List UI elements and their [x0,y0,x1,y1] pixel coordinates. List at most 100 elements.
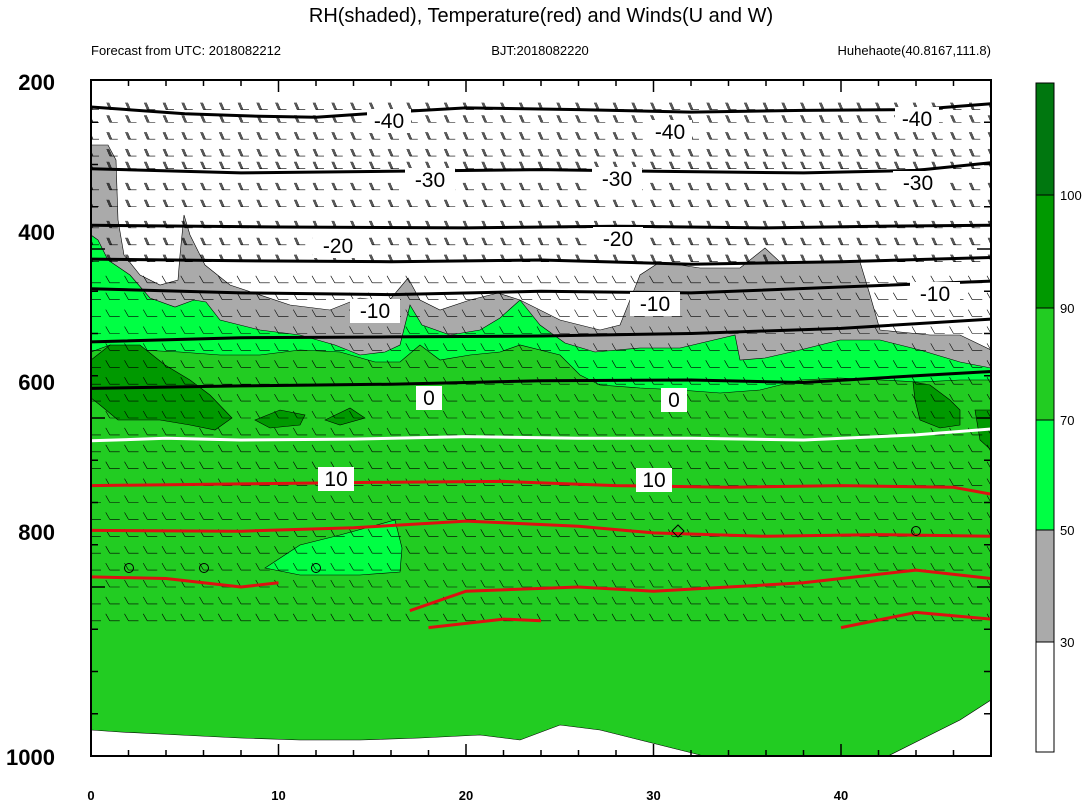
wind-barb [686,461,701,469]
wind-barb [274,393,289,402]
wind-barb [630,275,645,284]
wind-barb [124,343,139,351]
wind-barb [218,237,231,246]
wind-barb [780,512,795,520]
wind-barb [725,148,737,157]
wind-barb [161,410,176,419]
wind-barb [443,132,456,140]
axis-ticks [90,79,992,757]
wind-barb [705,360,720,368]
wind-barb [275,115,287,123]
colorbar-box-low [1035,641,1055,753]
wind-barb [837,132,849,140]
wind-barb [537,148,549,157]
wind-barb [499,579,514,588]
wind-barb [856,132,868,140]
wind-barb [293,102,306,110]
wind-barb [724,343,739,351]
wind-barb [180,309,195,317]
wind-barb [161,292,176,300]
wind-barb [181,220,193,229]
wind-barb [274,562,289,571]
wind-barb [91,451,101,453]
wind-barb [424,546,439,554]
wind-barb [91,133,99,140]
wind-barb [518,254,531,262]
wind-barb [574,562,589,571]
wind-barb [331,115,343,123]
wind-barb [874,512,889,520]
wind-barb [967,546,983,554]
wind-barb [818,132,831,140]
wind-barb [105,579,120,588]
wind-barb [124,410,139,419]
wind-barb [312,199,324,208]
contour-label-m30-b: -30 [592,167,642,191]
wind-barb [442,579,458,588]
wind-barb [762,161,774,170]
wind-barb [686,275,701,284]
wind-barb [800,161,812,170]
wind-barb [836,512,851,520]
wind-barb [367,495,383,503]
wind-barb [724,393,739,402]
wind-barb [800,115,812,123]
wind-barb [743,102,756,110]
wind-barb [274,275,289,284]
temperature-contour-line [91,223,991,230]
wind-barb [237,102,249,110]
contour-label-m10-b: -10 [630,292,680,316]
wind-barb [406,161,418,170]
wind-barb [892,512,908,520]
wind-barb [124,309,139,317]
wind-barb [874,562,889,571]
wind-barb [649,579,664,588]
wind-barb [780,461,795,469]
wind-barb [668,102,681,110]
wind-barb [275,161,287,170]
wind-barb [217,275,233,284]
wind-barb [725,254,737,262]
wind-barb [987,115,991,123]
wind-barb [293,199,306,208]
wind-barb [762,132,774,140]
wind-barb [256,115,268,123]
wind-barb [892,275,908,284]
wind-barb [105,562,120,571]
wind-barb [292,309,308,317]
wind-barb [800,148,812,157]
colorbar-box-100 [1035,82,1055,196]
wind-barb [255,512,270,520]
wind-barb [367,444,383,453]
wind-barb [686,360,701,368]
wind-barb [555,562,570,571]
wind-barb [875,199,887,208]
wind-barb [461,579,476,588]
wind-barb [142,579,158,588]
wind-barb [331,148,343,157]
wind-barb [592,495,608,503]
wind-barb [274,512,289,520]
wind-barb [350,182,362,191]
wind-barb [911,377,926,385]
wind-barb [255,393,270,402]
wind-barb [161,427,176,436]
wind-barb [574,410,589,419]
wind-barb [387,102,399,110]
wind-barb [517,579,533,588]
wind-barb [611,546,626,554]
wind-barb [442,461,458,469]
wind-barb [143,237,156,246]
wind-barb [706,115,718,123]
wind-barb [800,102,812,110]
wind-barb [105,427,120,436]
wind-barb [575,132,587,140]
colorbar-box-50 [1035,419,1055,531]
wind-barb [725,161,737,170]
wind-barb [199,343,214,351]
wind-barb [780,495,795,503]
x-tick-label: 0 [87,788,94,803]
wind-barb [161,326,176,334]
wind-barb [724,410,739,419]
wind-barb [611,427,626,436]
